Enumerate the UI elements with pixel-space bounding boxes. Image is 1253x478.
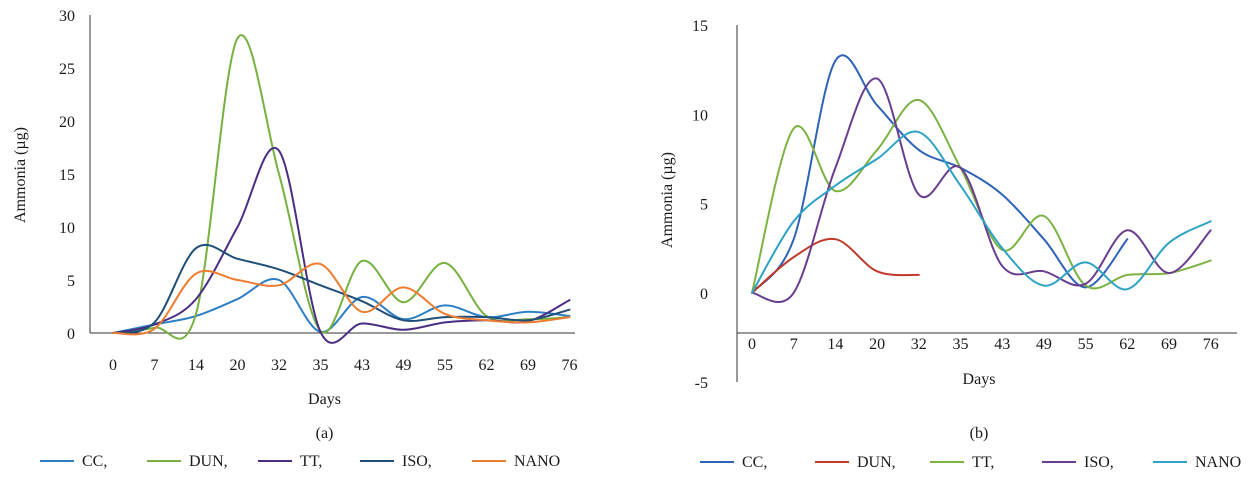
series-line-cc-b xyxy=(751,54,1129,294)
x-tick-label-a: 43 xyxy=(354,357,370,374)
x-tick-label-b: 20 xyxy=(869,336,885,353)
chart-panel-a: 0 5 10 15 20 25 30 0 7 14 20 32 35 43 49 55 62 69 76 Ammoni… xyxy=(12,8,578,470)
x-tick-label-b: 76 xyxy=(1203,336,1219,353)
x-tick-label-a: 55 xyxy=(437,357,453,374)
x-tick-label-a: 35 xyxy=(313,357,329,374)
x-tick-label-a: 69 xyxy=(520,357,536,374)
panel-label-b: (b) xyxy=(970,425,989,442)
panel-label-a: (a) xyxy=(316,425,334,442)
y-tick-label-a: 0 xyxy=(67,326,75,343)
y-tick-label-a: 10 xyxy=(59,220,75,237)
series-line-tt-b xyxy=(751,98,1212,294)
y-tick-label-b: 0 xyxy=(700,286,708,303)
y-axis-label-a: Ammonia (µg) xyxy=(12,127,29,223)
y-tick-label-a: 5 xyxy=(67,273,75,290)
y-tick-label-b: 15 xyxy=(692,18,708,35)
legend-label-dun-a: DUN, xyxy=(189,453,228,470)
series-line-iso-a xyxy=(112,243,571,334)
y-tick-label-a: 20 xyxy=(59,114,75,131)
x-tick-label-b: 0 xyxy=(748,336,756,353)
legend-label-cc-a: CC, xyxy=(82,453,107,470)
series-line-iso-b xyxy=(751,77,1212,303)
y-tick-label-a: 30 xyxy=(59,8,75,25)
legend-label-nano-b: NANO xyxy=(1195,454,1241,471)
series-line-dun-b xyxy=(751,237,920,294)
x-tick-label-a: 14 xyxy=(188,357,204,374)
x-tick-label-b: 49 xyxy=(1036,336,1052,353)
x-axis-label-b: Days xyxy=(963,371,996,388)
legend-label-tt-b: TT, xyxy=(972,454,994,471)
x-tick-label-a: 0 xyxy=(109,357,117,374)
y-tick-label-b: 5 xyxy=(700,197,708,214)
x-tick-label-b: 62 xyxy=(1119,336,1135,353)
chart-panel-b: -5 0 5 10 15 0 7 14 20 32 35 43 49 55 62 69 76 Ammonia (µ… xyxy=(659,18,1241,471)
y-tick-label-b: 10 xyxy=(692,107,708,124)
legend-label-iso-b: ISO, xyxy=(1084,454,1114,471)
x-tick-label-b: 43 xyxy=(994,336,1010,353)
x-tick-label-b: 14 xyxy=(827,336,843,353)
x-tick-label-b: 32 xyxy=(911,336,927,353)
y-axis-label-b: Ammonia (µg) xyxy=(659,152,676,248)
x-tick-label-a: 32 xyxy=(271,357,287,374)
x-axis-label-a: Days xyxy=(308,391,341,408)
y-tick-label-a: 15 xyxy=(59,167,75,184)
x-tick-label-a: 49 xyxy=(396,357,412,374)
series-line-tt-a xyxy=(112,147,571,344)
series-line-dun-a xyxy=(112,34,571,340)
series-line-nano-a xyxy=(112,262,571,336)
x-tick-label-a: 76 xyxy=(562,357,578,374)
x-tick-label-a: 62 xyxy=(479,357,495,374)
x-tick-label-b: 35 xyxy=(953,336,969,353)
legend-label-iso-a: ISO, xyxy=(402,453,432,470)
x-tick-label-b: 55 xyxy=(1078,336,1094,353)
y-tick-label-a: 25 xyxy=(59,61,75,78)
legend-label-cc-b: CC, xyxy=(742,454,767,471)
y-tick-label-b: -5 xyxy=(695,375,708,392)
x-tick-label-a: 7 xyxy=(151,357,159,374)
legend-label-dun-b: DUN, xyxy=(857,454,896,471)
x-tick-label-a: 20 xyxy=(230,357,246,374)
legend-label-nano-a: NANO xyxy=(514,453,560,470)
series-line-nano-b xyxy=(751,130,1212,294)
x-tick-label-b: 69 xyxy=(1161,336,1177,353)
x-tick-label-b: 7 xyxy=(790,336,798,353)
legend-label-tt-a: TT, xyxy=(300,453,322,470)
